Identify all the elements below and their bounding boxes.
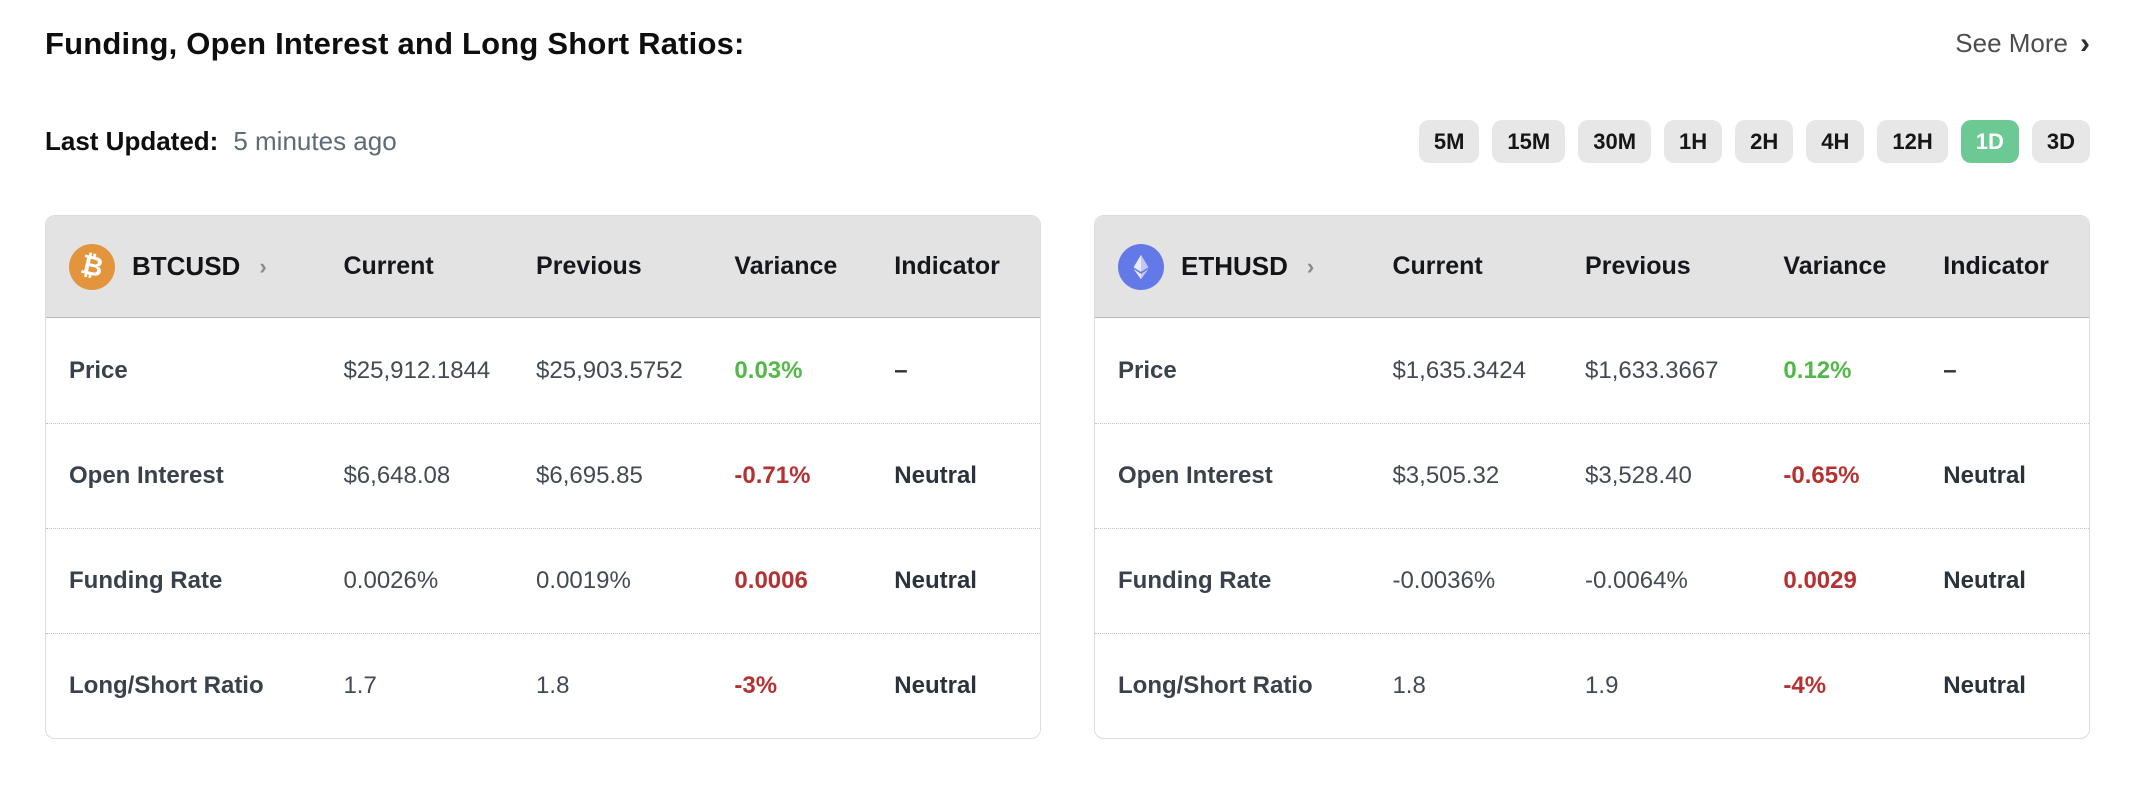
timeframe-button-group: 5M 15M 30M 1H 2H 4H 12H 1D 3D [1418, 120, 2090, 163]
ethusd-symbol-cell[interactable]: ETHUSD › [1118, 243, 1392, 290]
previous-value: 0.0019% [536, 567, 631, 594]
last-updated-value: 5 minutes ago [233, 126, 397, 156]
chevron-right-icon: › [259, 253, 267, 279]
indicator-value: – [894, 356, 908, 384]
previous-value: $3,528.40 [1585, 462, 1692, 489]
variance-value: -4% [1783, 672, 1827, 699]
variance-value: 0.0029 [1783, 567, 1857, 594]
see-more-link[interactable]: See More › [1955, 28, 2090, 59]
previous-value: $25,903.5752 [536, 356, 683, 384]
row-label: Price [1118, 356, 1177, 384]
ethereum-icon [1118, 243, 1164, 290]
previous-value: $1,633.3667 [1585, 356, 1719, 384]
bitcoin-icon: ₿ [69, 243, 115, 290]
current-value: $25,912.1844 [343, 356, 491, 384]
indicator-value: Neutral [894, 462, 977, 489]
btcusd-symbol-cell[interactable]: ₿ BTCUSD › [69, 243, 343, 290]
indicator-value: Neutral [1943, 672, 2026, 699]
row-label: Long/Short Ratio [69, 672, 264, 699]
indicator-value: Neutral [1943, 567, 2026, 594]
table-row-open-interest: Open Interest $6,648.08 $6,695.85 -0.71%… [46, 423, 1040, 528]
column-header-current: Current [343, 252, 434, 280]
row-label: Open Interest [69, 462, 224, 489]
table-row-price: Price $25,912.1844 $25,903.5752 0.03% – [46, 318, 1040, 423]
current-value: -0.0036% [1392, 567, 1496, 594]
btcusd-table-header: ₿ BTCUSD › Current Previous Variance Ind… [46, 216, 1040, 318]
indicator-value: Neutral [894, 567, 977, 594]
variance-value: 0.0006 [734, 567, 808, 594]
timeframe-button-30m[interactable]: 30M [1578, 120, 1652, 163]
page-title: Funding, Open Interest and Long Short Ra… [45, 26, 745, 61]
current-value: $1,635.3424 [1392, 356, 1526, 384]
previous-value: 1.8 [536, 672, 570, 699]
variance-value: 0.03% [734, 356, 803, 384]
controls-bar: Last Updated: 5 minutes ago 5M 15M 30M 1… [0, 120, 2135, 163]
row-label: Open Interest [1118, 462, 1273, 489]
indicator-value: – [1943, 356, 1957, 384]
last-updated-label: Last Updated: [45, 126, 219, 156]
timeframe-button-1d[interactable]: 1D [1960, 120, 2019, 163]
row-label: Funding Rate [1118, 567, 1272, 594]
timeframe-button-5m[interactable]: 5M [1418, 120, 1480, 163]
table-row-funding-rate: Funding Rate 0.0026% 0.0019% 0.0006 Neut… [46, 528, 1040, 633]
column-header-indicator: Indicator [1943, 252, 2049, 280]
current-value: $6,648.08 [343, 462, 451, 489]
variance-value: -0.71% [734, 462, 811, 489]
previous-value: $6,695.85 [536, 462, 643, 489]
timeframe-button-3d[interactable]: 3D [2031, 120, 2090, 163]
chevron-right-icon: › [1306, 253, 1315, 279]
previous-value: -0.0064% [1585, 567, 1688, 594]
variance-value: 0.12% [1783, 356, 1852, 384]
row-label: Long/Short Ratio [1118, 672, 1313, 699]
variance-value: -3% [734, 672, 778, 699]
column-header-previous: Previous [536, 252, 642, 280]
row-label: Funding Rate [69, 567, 223, 594]
see-more-label: See More [1955, 28, 2068, 58]
timeframe-button-1h[interactable]: 1H [1664, 120, 1723, 163]
current-value: 0.0026% [343, 567, 439, 594]
table-row-long-short-ratio: Long/Short Ratio 1.7 1.8 -3% Neutral [46, 633, 1040, 738]
current-value: $3,505.32 [1392, 462, 1500, 489]
column-header-variance: Variance [1783, 252, 1887, 280]
previous-value: 1.9 [1585, 672, 1619, 699]
chevron-right-icon: › [2080, 26, 2090, 60]
table-row-price: Price $1,635.3424 $1,633.3667 0.12% – [1095, 318, 2089, 423]
tables-row: ₿ BTCUSD › Current Previous Variance Ind… [0, 215, 2135, 739]
column-header-variance: Variance [734, 252, 838, 280]
timeframe-button-2h[interactable]: 2H [1735, 120, 1794, 163]
indicator-value: Neutral [1943, 462, 2026, 489]
timeframe-button-4h[interactable]: 4H [1806, 120, 1865, 163]
timeframe-button-12h[interactable]: 12H [1877, 120, 1948, 163]
btcusd-symbol-label: BTCUSD [132, 251, 241, 281]
column-header-previous: Previous [1585, 252, 1691, 280]
column-header-current: Current [1392, 252, 1483, 280]
timeframe-button-15m[interactable]: 15M [1492, 120, 1566, 163]
column-header-indicator: Indicator [894, 252, 1000, 280]
ethusd-table: ETHUSD › Current Previous Variance Indic… [1094, 215, 2090, 739]
table-row-open-interest: Open Interest $3,505.32 $3,528.40 -0.65%… [1095, 423, 2089, 528]
btcusd-table: ₿ BTCUSD › Current Previous Variance Ind… [45, 215, 1041, 739]
ethusd-table-header: ETHUSD › Current Previous Variance Indic… [1095, 216, 2089, 318]
last-updated: Last Updated: 5 minutes ago [45, 126, 397, 157]
indicator-value: Neutral [894, 672, 977, 699]
row-label: Price [69, 356, 128, 384]
current-value: 1.8 [1392, 672, 1426, 699]
current-value: 1.7 [343, 672, 377, 699]
variance-value: -0.65% [1783, 462, 1860, 489]
ethusd-symbol-label: ETHUSD [1181, 251, 1288, 281]
header-bar: Funding, Open Interest and Long Short Ra… [0, 0, 2135, 62]
table-row-funding-rate: Funding Rate -0.0036% -0.0064% 0.0029 Ne… [1095, 528, 2089, 633]
table-row-long-short-ratio: Long/Short Ratio 1.8 1.9 -4% Neutral [1095, 633, 2089, 738]
